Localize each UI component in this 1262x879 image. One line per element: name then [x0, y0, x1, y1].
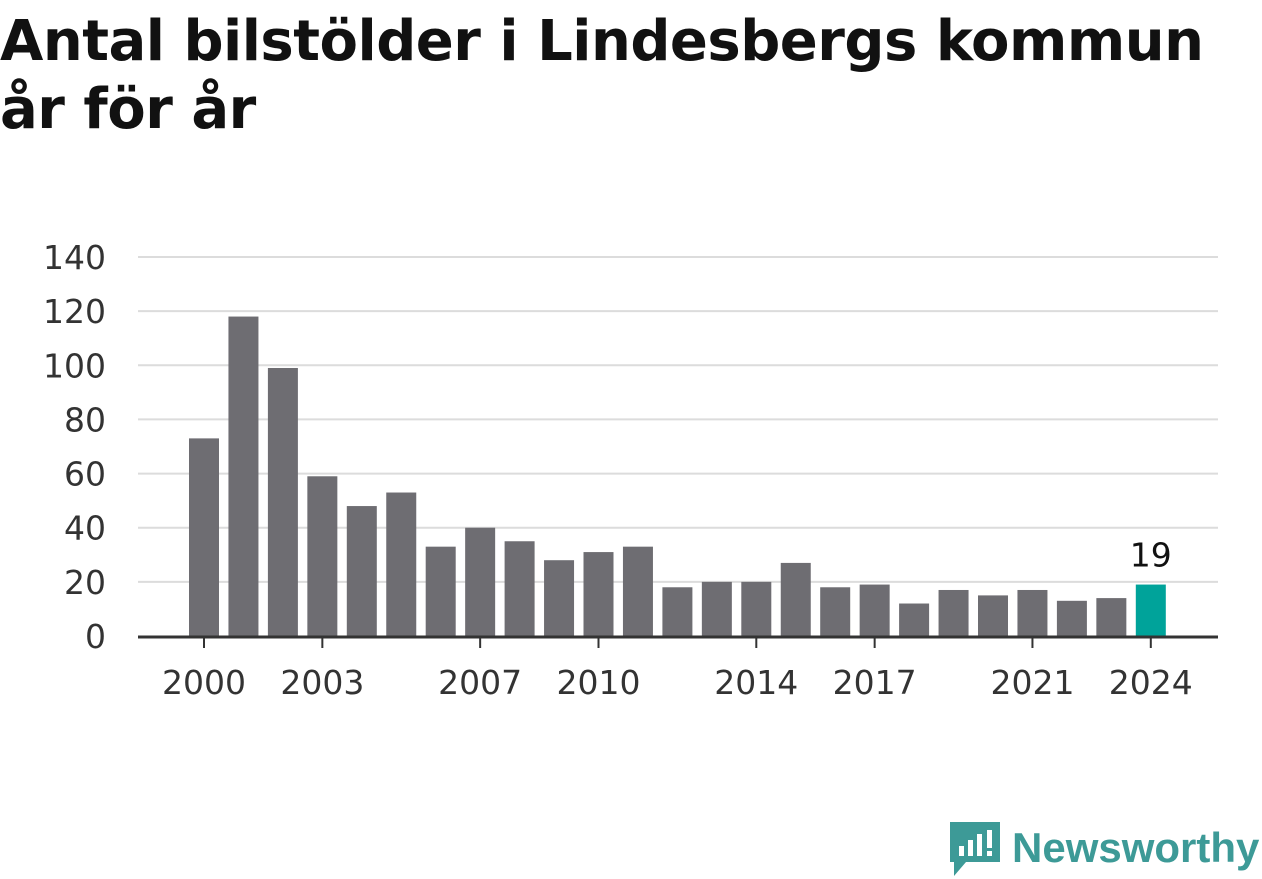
bar-2002 [267, 367, 298, 636]
y-tick-label: 80 [64, 400, 106, 439]
brand-logo: Newsworthy [950, 818, 1259, 878]
chart-title: Antal bilstölder i Lindesbergs kommun år… [0, 8, 1250, 144]
bar-2006 [425, 546, 456, 636]
bar-2004 [346, 506, 377, 636]
bar-2018 [899, 603, 930, 636]
y-tick-label: 0 [85, 617, 106, 656]
x-tick-label: 2021 [990, 663, 1074, 702]
bar-2000 [189, 438, 219, 636]
x-tick-label: 2000 [162, 663, 246, 702]
x-tick-label: 2017 [833, 663, 917, 702]
x-tick-label: 2024 [1109, 663, 1193, 702]
bar-2022 [1056, 600, 1087, 636]
bar-2010 [583, 552, 614, 636]
y-tick-label: 100 [43, 346, 106, 385]
y-axis-ticks: 0 20 40 60 80 100 120 140 [43, 238, 106, 656]
x-tick-label: 2014 [714, 663, 798, 702]
y-tick-label: 120 [43, 292, 106, 331]
y-tick-label: 20 [64, 563, 106, 602]
bar-2001 [228, 316, 259, 636]
y-tick-label: 40 [64, 509, 106, 548]
chart-title-line-1: Antal bilstölder i Lindesbergs kommun [0, 9, 1204, 74]
x-tick-label: 2003 [280, 663, 364, 702]
bar-2015 [780, 562, 811, 636]
chart-title-line-2: år för år [0, 77, 256, 142]
bar-2024 [1135, 584, 1166, 636]
y-tick-label: 140 [43, 238, 106, 277]
x-axis-ticks: 2000 2003 2007 2010 2014 2017 2021 2024 [162, 636, 1193, 702]
bar-2003 [307, 476, 338, 636]
bar-2008 [504, 541, 535, 636]
bar-2023 [1096, 598, 1127, 636]
bar-2007 [465, 527, 496, 636]
brand-name: Newsworthy [1012, 824, 1260, 871]
y-tick-label: 60 [64, 455, 106, 494]
bar-2011 [622, 546, 653, 636]
data-label-2024: 19 [1130, 536, 1172, 575]
data-labels: 19 [1130, 536, 1172, 575]
bar-2019 [938, 589, 969, 636]
bar-2017 [859, 584, 890, 636]
bar-2013 [701, 581, 732, 636]
bar-2009 [544, 560, 575, 636]
bar-2020 [978, 595, 1008, 636]
gridlines [138, 256, 1218, 583]
bar-2021 [1017, 589, 1048, 636]
x-tick-label: 2010 [557, 663, 641, 702]
bar-2005 [386, 492, 417, 636]
bars [189, 316, 1166, 636]
bar-2012 [662, 587, 693, 636]
x-tick-label: 2007 [438, 663, 522, 702]
bar-2014 [741, 581, 772, 636]
bar-2016 [820, 587, 851, 636]
newsworthy-logo-icon [950, 822, 1000, 876]
